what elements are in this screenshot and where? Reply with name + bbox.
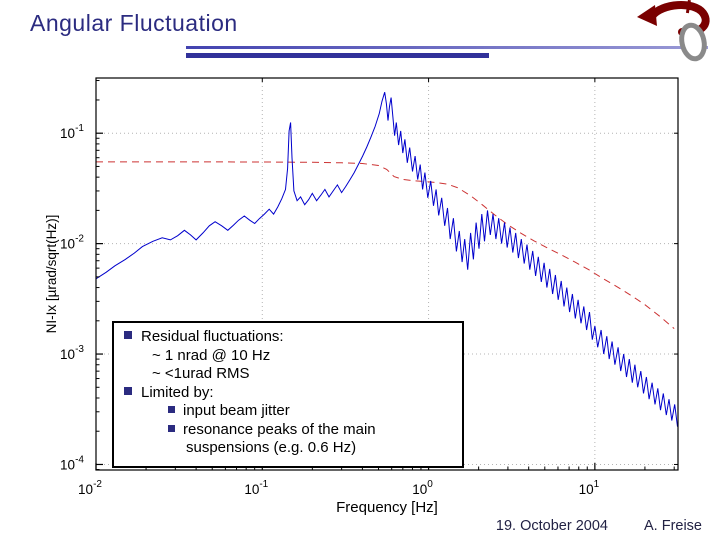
x-axis-label: Frequency [Hz] <box>336 499 438 516</box>
angular-fluctuation-spectrum-chart: 10-2 10-1 100 101 10-1 10-2 10-3 10-4 Frequency … <box>38 70 688 516</box>
spectrum-plot-svg: 10-2 10-1 100 101 10-1 10-2 10-3 10-4 Frequency … <box>44 77 679 516</box>
y-tick-label: 10-2 <box>60 234 84 252</box>
x-tick-label: 10-2 <box>78 479 102 497</box>
rms-dashed-line <box>96 161 675 329</box>
bullet-item: Residual fluctuations: <box>122 328 454 347</box>
y-tick-label: 10-1 <box>60 123 84 141</box>
bullet-square-icon <box>168 406 175 413</box>
bullet-square-icon <box>124 386 132 395</box>
x-tick-label: 100 <box>412 479 433 497</box>
slide-footer: 19. October 2004 A. Freise <box>496 518 702 534</box>
footer-author: A. Freise <box>643 518 702 534</box>
bullet-square-icon <box>168 424 175 432</box>
swirl-logo-svg <box>637 0 710 62</box>
bullet-item: ~ <1urad RMS <box>122 365 454 384</box>
bullet-square-icon <box>124 331 132 339</box>
bullet-text: Limited by: <box>141 383 214 401</box>
page-title: Angular Fluctuation <box>30 10 238 36</box>
y-axis-label: NI-Ix [µrad/sqrt(Hz)] <box>44 215 59 334</box>
title-underline-secondary <box>186 53 489 58</box>
bullet-text: input beam jitter <box>183 402 290 419</box>
bullet-text: ~ <1urad RMS <box>152 365 250 382</box>
bullet-item: suspensions (e.g. 0.6 Hz) <box>122 439 454 458</box>
x-tick-label: 10-1 <box>244 479 268 497</box>
measured-spectrum-line <box>95 92 678 427</box>
title-underline-primary <box>186 46 708 49</box>
bullet-item: Limited by: <box>122 384 454 403</box>
x-tick-label: 101 <box>579 479 600 497</box>
footer-date: 19. October 2004 <box>495 518 608 534</box>
y-tick-label: 10-3 <box>60 344 84 362</box>
bullet-text: ~ 1 nrad @ 10 Hz <box>152 346 271 364</box>
plot-box <box>95 77 679 471</box>
bullet-text: resonance peaks of the main <box>183 420 376 438</box>
bullet-item: input beam jitter <box>122 402 454 421</box>
swirl-logo-icon <box>630 0 714 64</box>
callout-box: Residual fluctuations: ~ 1 nrad @ 10 Hz … <box>112 321 464 468</box>
bullet-text: Residual fluctuations: <box>141 328 284 345</box>
bullet-item: ~ 1 nrad @ 10 Hz <box>122 347 454 366</box>
bullet-text: suspensions (e.g. 0.6 Hz) <box>186 439 357 456</box>
bullet-item: resonance peaks of the main <box>122 421 454 440</box>
y-tick-label: 10-4 <box>60 454 84 472</box>
